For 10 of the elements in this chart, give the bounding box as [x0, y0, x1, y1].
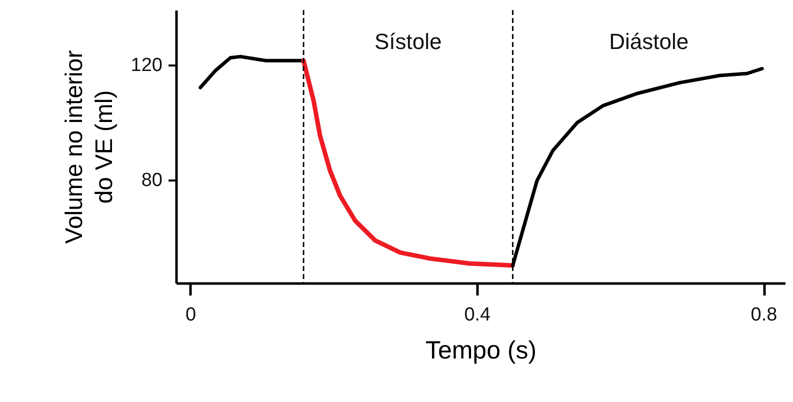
x-tick-label: 0 [186, 304, 196, 326]
annotation: Diástole [609, 29, 689, 54]
y-tick-label: 120 [130, 55, 162, 76]
annotation: Sístole [374, 29, 442, 54]
x-tick-label: 0.8 [750, 304, 778, 326]
x-tick-label: 0.4 [464, 304, 492, 326]
x-axis-title: Tempo (s) [425, 336, 537, 364]
line-series [301, 58, 515, 268]
y-axis-title: Volume no interior do VE (ml) [60, 50, 118, 244]
y-tick-label: 80 [141, 170, 162, 192]
